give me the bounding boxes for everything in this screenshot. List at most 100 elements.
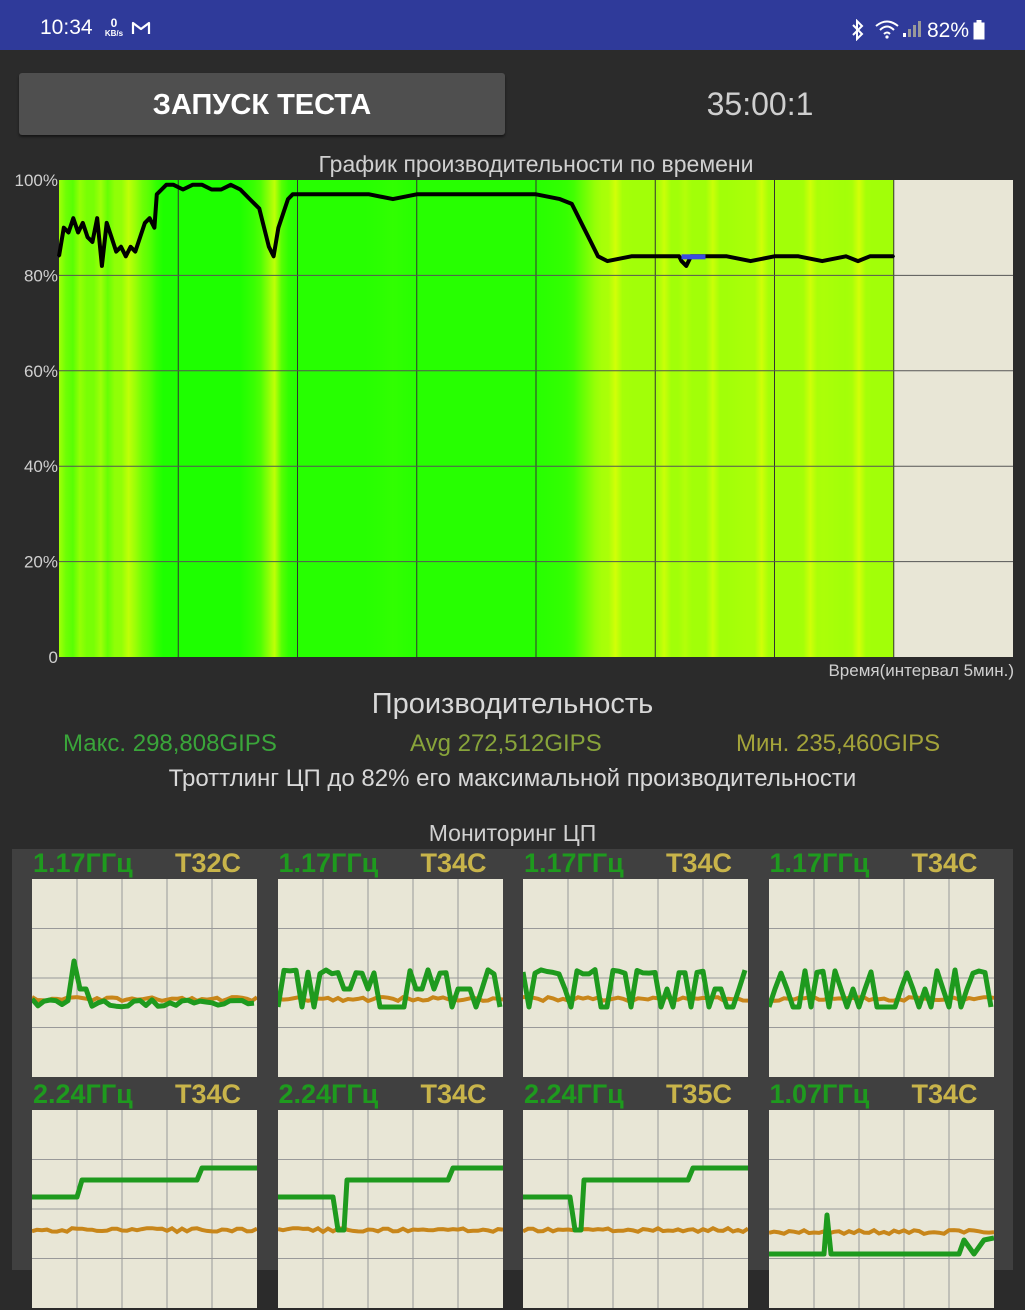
cpu-core-frequency: 2.24ГГц — [33, 1079, 133, 1109]
performance-point — [367, 193, 371, 196]
cpu-core-temperature: T32C — [175, 848, 242, 878]
performance-point — [57, 255, 61, 258]
performance-point — [191, 183, 194, 186]
battery-icon — [973, 20, 985, 40]
performance-point — [654, 255, 657, 258]
net-speed-indicator: 0 KB/s — [103, 17, 125, 38]
cpu-core-frequency: 1.17ГГц — [278, 848, 379, 878]
cpu-core-2: 1.17ГГц T34C — [503, 848, 748, 1079]
performance-point — [797, 255, 800, 258]
performance-point — [138, 236, 142, 239]
performance-point — [749, 259, 752, 263]
cpu-core-temperature: T35C — [666, 1079, 733, 1109]
performance-point — [630, 255, 633, 258]
test-timer: 35:00:1 — [706, 86, 814, 122]
performance-point — [181, 188, 185, 191]
chart-y-tick-label: 60% — [24, 362, 58, 381]
chart-y-tick-label: 80% — [24, 266, 58, 285]
net-speed-value: 0 — [110, 16, 118, 30]
chart-y-tick-label: 20% — [24, 553, 58, 572]
performance-point — [95, 216, 99, 220]
status-bar: 10:34 0 KB/s 82% — [0, 0, 1025, 50]
performance-point — [558, 197, 562, 201]
cpu-frequency-line — [768, 967, 993, 1010]
performance-point — [510, 193, 514, 196]
performance-point — [391, 197, 395, 201]
performance-point — [248, 197, 251, 201]
min-marker — [681, 254, 706, 260]
performance-point — [487, 193, 490, 196]
performance-point — [596, 255, 600, 258]
performance-point — [582, 226, 585, 229]
performance-point — [267, 245, 271, 248]
cpu-core-1: 1.17ГГц T34C — [258, 848, 503, 1079]
cpu-core-graph — [32, 879, 257, 1077]
cpu-monitor-panel: 1.17ГГц T32C 1.17ГГц T34C 1.17ГГц T34C 1.17ГГц… — [12, 848, 1013, 1308]
performance-point — [534, 193, 538, 196]
cpu-core-temperature: T34C — [420, 848, 487, 878]
cpu-core-graph — [32, 1110, 257, 1308]
performance-point — [680, 259, 683, 263]
performance-point — [110, 236, 113, 239]
performance-point — [229, 183, 232, 186]
performance-point — [91, 240, 94, 244]
cpu-core-graph — [277, 1110, 503, 1308]
cpu-core-0: 1.17ГГц T32C — [12, 848, 257, 1079]
throttle-summary: Троттлинг ЦП до 82% его максимальной про… — [168, 765, 857, 792]
cpu-frequency-line — [523, 967, 748, 1010]
cpu-frequency-line — [32, 958, 255, 1010]
cpu-core-graph — [523, 1110, 748, 1308]
performance-point — [160, 188, 163, 191]
performance-point — [463, 193, 466, 196]
performance-point — [856, 259, 860, 263]
cpu-temperature-line — [768, 1227, 994, 1237]
performance-point — [155, 193, 158, 196]
cpu-core-7: 1.07ГГц T34C — [749, 1079, 994, 1310]
performance-point — [286, 197, 290, 201]
performance-point — [165, 183, 168, 186]
performance-point — [344, 193, 347, 196]
performance-point — [129, 245, 132, 248]
cpu-temperature-line — [32, 1225, 257, 1235]
cpu-core-frequency: 1.17ГГц — [769, 848, 870, 878]
wifi-icon — [875, 20, 899, 39]
stat-max: Макс. 298,808GIPS — [63, 730, 277, 757]
performance-point — [868, 255, 872, 258]
chart-y-tick-label: 0 — [49, 648, 58, 667]
cpu-temperature-line — [523, 1225, 748, 1235]
stat-avg: Avg 272,512GIPS — [410, 730, 602, 757]
performance-point — [200, 183, 204, 186]
performance-point — [143, 221, 147, 225]
performance-point — [844, 255, 848, 258]
cpu-frequency-line — [277, 1165, 503, 1233]
start-test-button[interactable]: ЗАПУСК ТЕСТА — [19, 73, 505, 135]
performance-point — [86, 236, 89, 239]
performance-point — [219, 188, 223, 191]
cpu-frequency-line — [523, 1165, 748, 1233]
performance-point — [677, 255, 681, 258]
performance-point — [570, 202, 573, 206]
performance-point — [134, 250, 137, 253]
performance-point — [685, 264, 688, 268]
cpu-core-graph — [768, 879, 994, 1077]
cpu-core-graph — [523, 879, 748, 1077]
cpu-core-graph — [768, 1110, 994, 1308]
performance-point — [892, 255, 895, 258]
performance-point — [589, 240, 593, 244]
performance-point — [305, 193, 309, 196]
battery-level: 82% — [927, 19, 970, 42]
performance-point — [773, 255, 776, 258]
cpu-core-graph — [277, 879, 503, 1077]
cpu-core-6: 2.24ГГц T35C — [503, 1079, 748, 1310]
cpu-core-temperature: T34C — [911, 1079, 978, 1109]
gmail-icon — [131, 21, 151, 34]
cpu-core-frequency: 1.07ГГц — [769, 1079, 870, 1109]
performance-point — [415, 193, 418, 196]
performance-title: Производительность — [371, 688, 654, 720]
cpu-core-temperature: T34C — [175, 1079, 242, 1109]
performance-point — [239, 188, 242, 191]
cpu-core-temperature: T34C — [666, 848, 733, 878]
performance-point — [67, 231, 70, 234]
performance-point — [148, 216, 151, 220]
cpu-core-frequency: 2.24ГГц — [278, 1079, 379, 1109]
